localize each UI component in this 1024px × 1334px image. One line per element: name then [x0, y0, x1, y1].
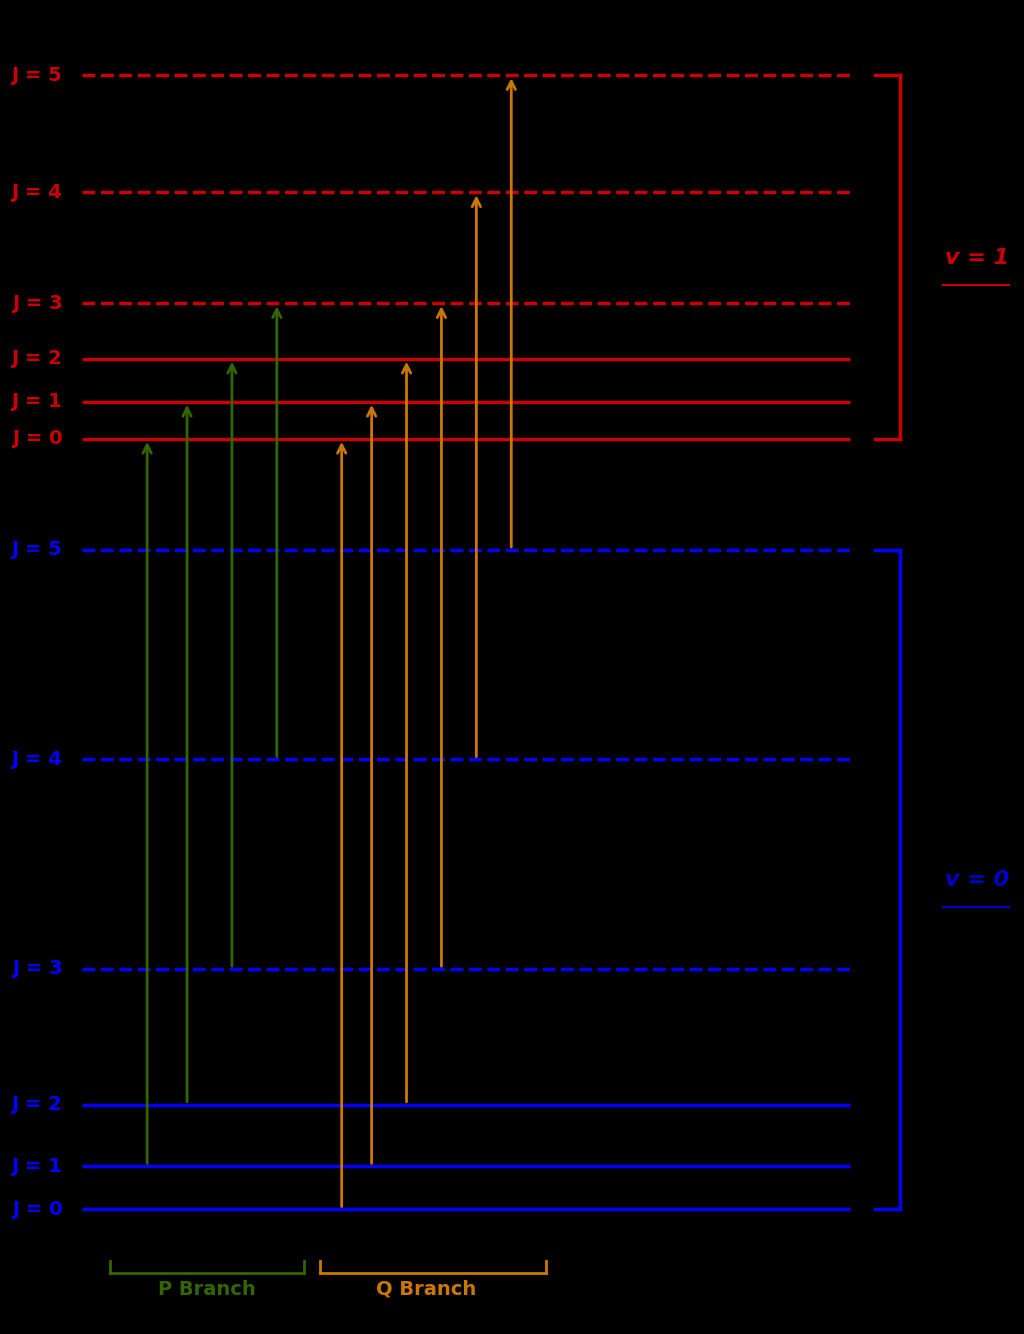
Text: J = 2: J = 2 — [11, 350, 62, 368]
Text: J = 1: J = 1 — [11, 392, 62, 411]
Text: Q Branch: Q Branch — [377, 1279, 476, 1299]
Text: J = 4: J = 4 — [11, 750, 62, 768]
Text: J = 1: J = 1 — [11, 1157, 62, 1175]
Text: v = 0: v = 0 — [945, 870, 1010, 890]
Text: J = 5: J = 5 — [11, 65, 62, 85]
Text: J = 3: J = 3 — [11, 293, 62, 313]
Text: J = 2: J = 2 — [11, 1095, 62, 1114]
Text: J = 3: J = 3 — [11, 959, 62, 979]
Text: J = 0: J = 0 — [12, 1199, 62, 1219]
Text: J = 4: J = 4 — [11, 183, 62, 201]
Text: P Branch: P Branch — [158, 1279, 256, 1299]
Text: v = 1: v = 1 — [945, 248, 1010, 268]
Text: J = 0: J = 0 — [12, 430, 62, 448]
Text: J = 5: J = 5 — [11, 540, 62, 559]
